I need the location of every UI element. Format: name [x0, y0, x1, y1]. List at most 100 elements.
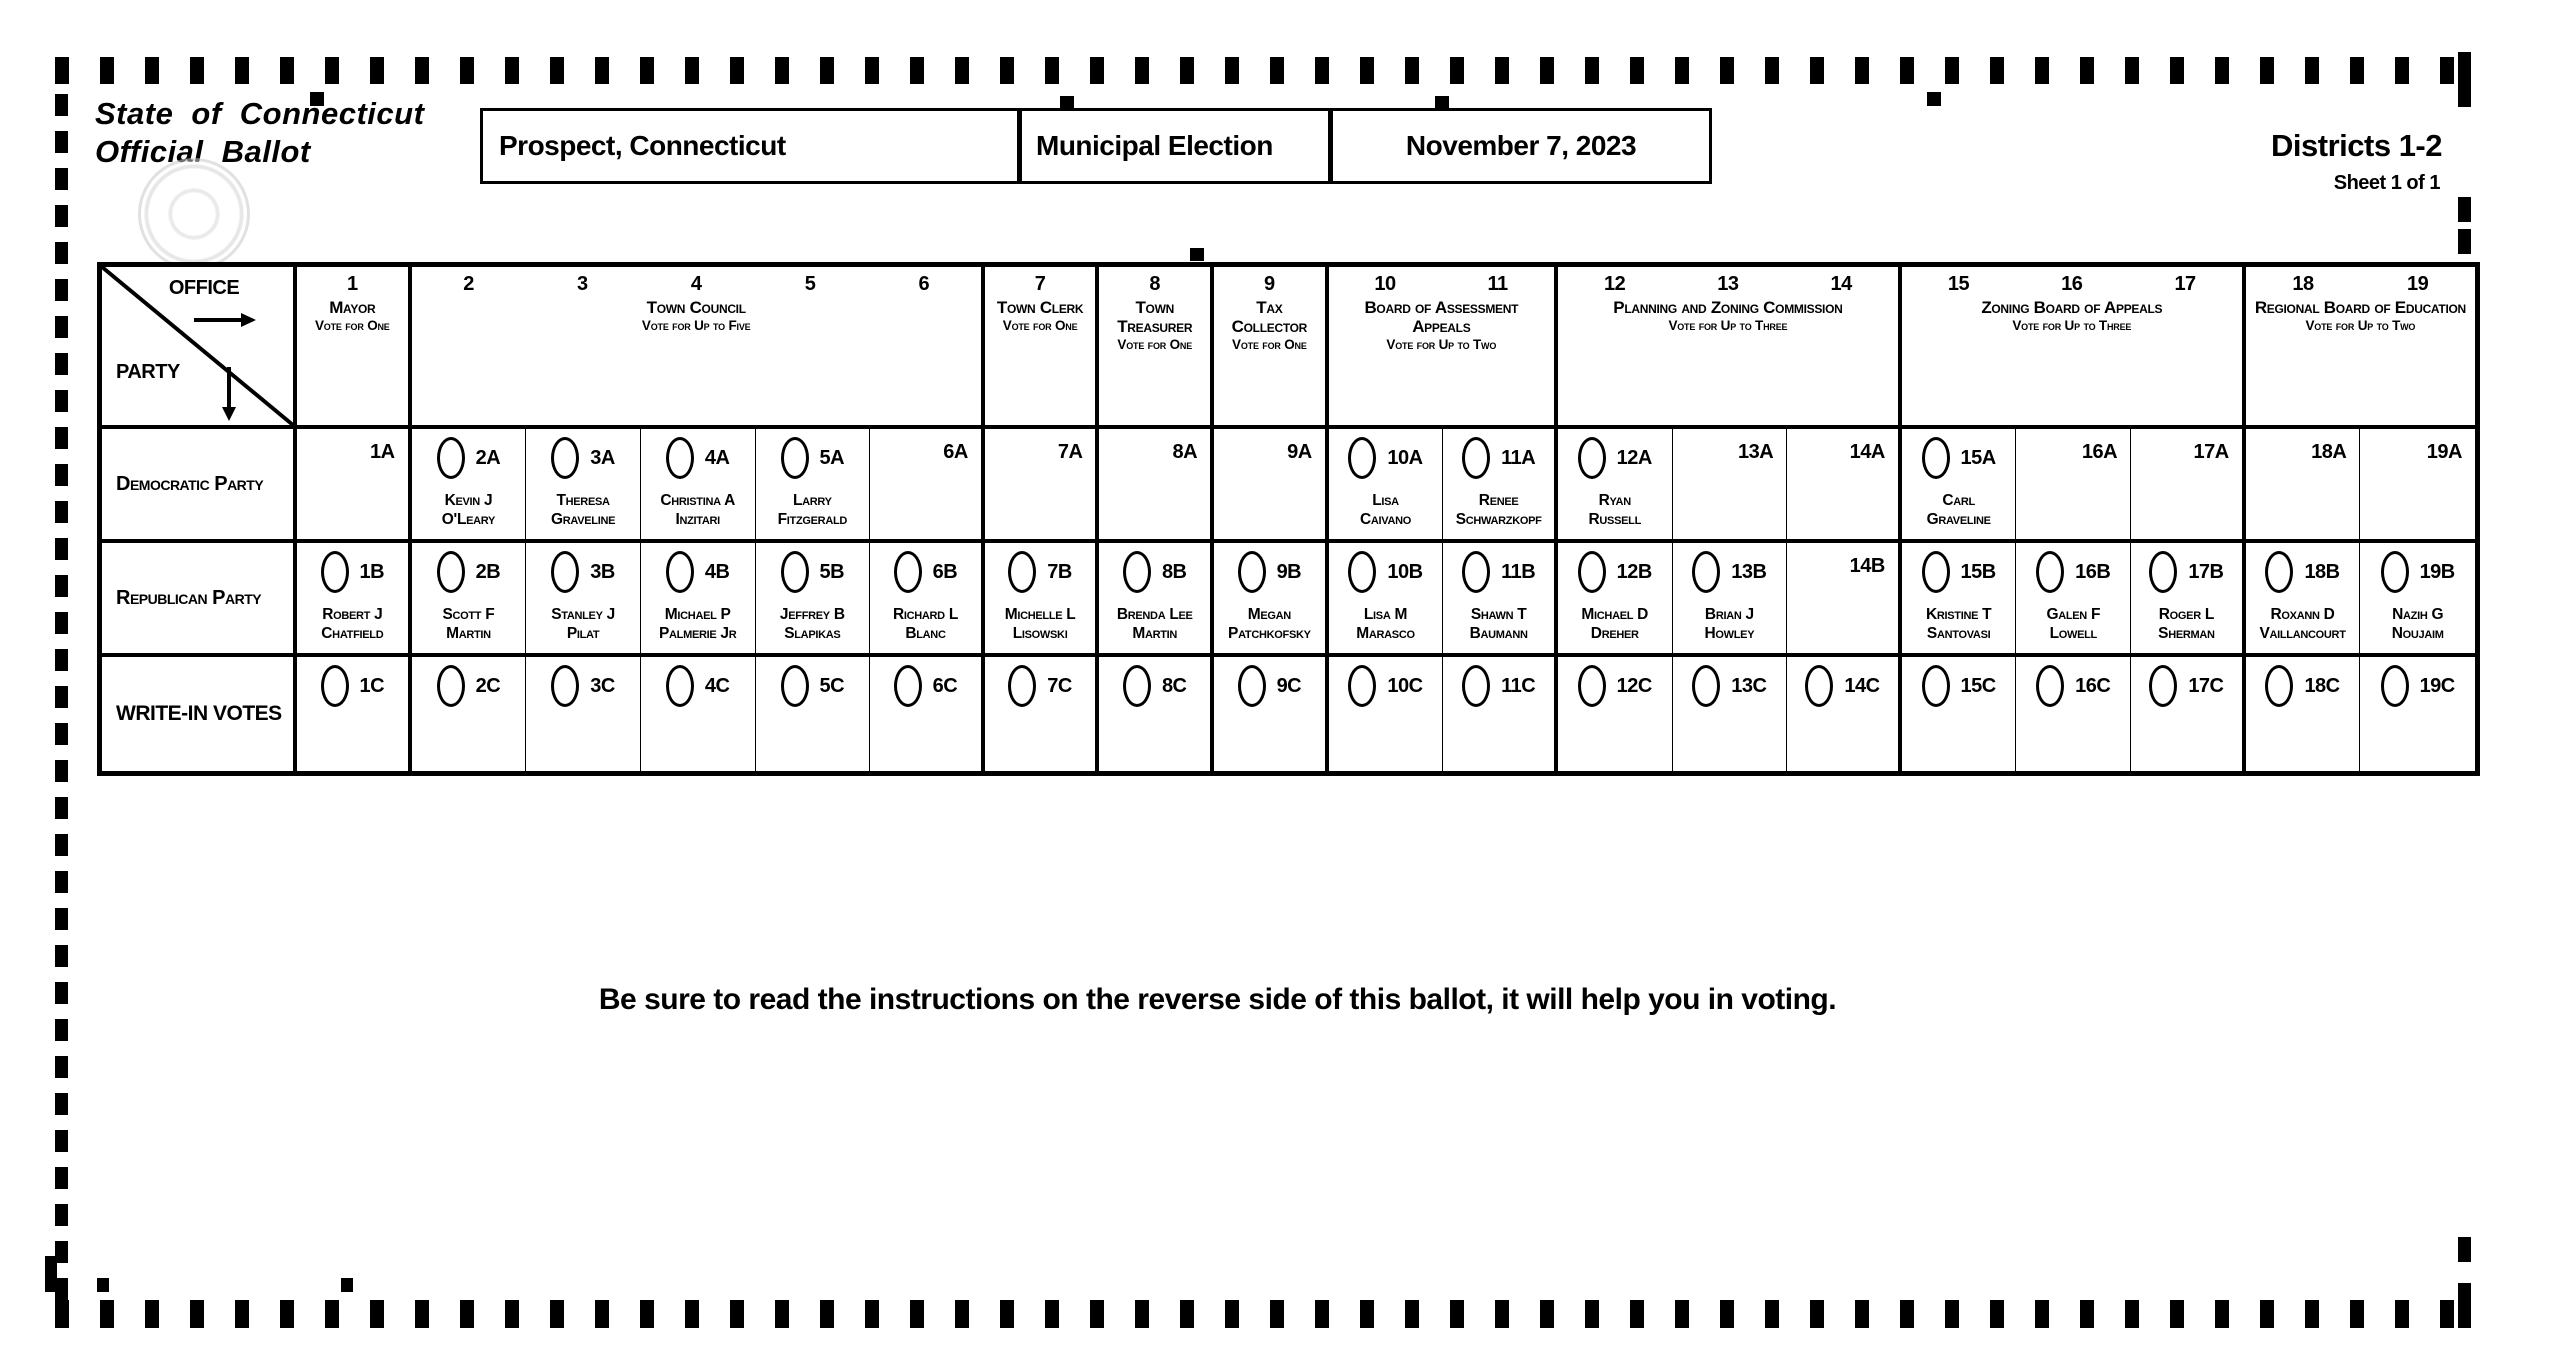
- row-label-text: Republican Party: [116, 586, 262, 609]
- cell-16A: 16A: [2016, 429, 2132, 543]
- office-number: 8: [1149, 273, 1161, 295]
- office-number: 9: [1264, 273, 1275, 295]
- bubble-row: 16C: [2016, 665, 2130, 707]
- candidate-name: Michelle L Lisowski: [985, 606, 1096, 643]
- bubble-12B[interactable]: [1577, 551, 1606, 593]
- cell-12B: 12B Michael D Dreher: [1557, 543, 1673, 657]
- bubble-14C[interactable]: [1805, 665, 1834, 707]
- bubble-4B[interactable]: [665, 551, 694, 593]
- candidate-name: Lisa M Marasco: [1329, 606, 1443, 643]
- cell-code: 9A: [1287, 441, 1312, 463]
- bubble-3C[interactable]: [551, 665, 580, 707]
- bubble-row: 5B: [756, 551, 870, 593]
- bubble-9B[interactable]: [1237, 551, 1266, 593]
- cell-11C: 11C: [1443, 657, 1558, 771]
- bubble-5C[interactable]: [780, 665, 809, 707]
- cell-code: 8B: [1161, 560, 1187, 583]
- bubble-5A[interactable]: [780, 437, 809, 479]
- office-number: 18: [2292, 273, 2314, 295]
- candidate-name: Kristine T Santovasi: [1902, 606, 2016, 643]
- candidate-name: Jeffrey B Slapikas: [756, 606, 870, 643]
- bubble-11B[interactable]: [1462, 551, 1491, 593]
- cell-code: 3B: [590, 560, 615, 583]
- bubble-11C[interactable]: [1462, 665, 1491, 707]
- bubble-5B[interactable]: [780, 551, 809, 593]
- candidate-name-line: Howley: [1704, 624, 1755, 642]
- bubble-16B[interactable]: [2036, 551, 2065, 593]
- bubble-row: 10B: [1329, 551, 1443, 593]
- bubble-row: 9B: [1214, 551, 1325, 593]
- bubble-12A[interactable]: [1577, 437, 1606, 479]
- bubble-13C[interactable]: [1692, 665, 1721, 707]
- bubble-16C[interactable]: [2036, 665, 2065, 707]
- candidate-name-line: Marasco: [1356, 624, 1415, 642]
- office-vote-instruction: Vote for One: [1117, 337, 1193, 353]
- bubble-19B[interactable]: [2380, 551, 2409, 593]
- candidate-name-line: Carl: [1942, 492, 1975, 510]
- office-header-town-council: 2 3 4 5 6 Town Council Vote for Up to Five: [411, 267, 985, 429]
- candidate-name-line: Michelle L: [1004, 606, 1076, 624]
- bubble-15C[interactable]: [1921, 665, 1950, 707]
- timing-mark: [1435, 96, 1449, 110]
- candidate-name: Brenda Lee Martin: [1099, 606, 1210, 643]
- bubble-8B[interactable]: [1122, 551, 1151, 593]
- bubble-18C[interactable]: [2265, 665, 2294, 707]
- bubble-11A[interactable]: [1462, 437, 1491, 479]
- districts-label: Districts 1-2: [2271, 128, 2442, 163]
- candidate-name-line: Santovasi: [1926, 624, 1991, 642]
- candidate-name: Megan Patchkofsky: [1214, 606, 1325, 643]
- bubble-2A[interactable]: [436, 437, 465, 479]
- ballot-title-line1: State of Connecticut: [95, 96, 425, 131]
- bubble-15B[interactable]: [1921, 551, 1950, 593]
- candidate-name-line: Martin: [446, 624, 491, 642]
- party-arrow-down-icon: [222, 367, 236, 426]
- cell-code: 15B: [1960, 560, 1997, 583]
- bubble-19C[interactable]: [2380, 665, 2409, 707]
- bubble-3A[interactable]: [551, 437, 580, 479]
- cell-code: 17A: [2193, 441, 2230, 463]
- bubble-8C[interactable]: [1122, 665, 1151, 707]
- bubble-10C[interactable]: [1348, 665, 1377, 707]
- bubble-1B[interactable]: [320, 551, 349, 593]
- timing-mark: [1927, 92, 1941, 106]
- timing-mark: [2458, 229, 2471, 254]
- bubble-7C[interactable]: [1008, 665, 1037, 707]
- cell-code: 7A: [1057, 441, 1083, 463]
- cell-code: 18B: [2304, 560, 2340, 583]
- cell-1A: 1A: [297, 429, 412, 543]
- bubble-15A[interactable]: [1921, 437, 1950, 479]
- cell-code: 7C: [1047, 674, 1072, 697]
- office-vote-instruction: Vote for One: [1002, 318, 1078, 334]
- bubble-6B[interactable]: [893, 551, 922, 593]
- bubble-18B[interactable]: [2265, 551, 2294, 593]
- bubble-1C[interactable]: [320, 665, 349, 707]
- office-vote-instruction: Vote for One: [1232, 337, 1307, 353]
- bubble-12C[interactable]: [1577, 665, 1606, 707]
- bubble-row: 6B: [870, 551, 981, 593]
- office-numbers: 1: [297, 273, 408, 296]
- ballot-title: State of Connecticut Official Ballot: [95, 95, 424, 171]
- bubble-17C[interactable]: [2149, 665, 2178, 707]
- bubble-9C[interactable]: [1237, 665, 1266, 707]
- cell-code: 12A: [1616, 446, 1653, 469]
- cell-code: 10A: [1387, 446, 1423, 469]
- cell-9C: 9C: [1214, 657, 1329, 771]
- bubble-4C[interactable]: [665, 665, 694, 707]
- office-vote-instruction: Vote for Up to Five: [641, 318, 751, 334]
- bubble-10A[interactable]: [1348, 437, 1377, 479]
- candidate-name-line: Martin: [1132, 624, 1178, 642]
- bubble-10B[interactable]: [1348, 551, 1377, 593]
- bubble-7B[interactable]: [1008, 551, 1037, 593]
- candidate-name-line: Robert J: [322, 606, 383, 624]
- cell-code: 8A: [1172, 441, 1198, 463]
- bubble-6C[interactable]: [893, 665, 922, 707]
- bubble-2C[interactable]: [436, 665, 465, 707]
- bubble-17B[interactable]: [2149, 551, 2178, 593]
- cell-7A: 7A: [984, 429, 1100, 543]
- bubble-4A[interactable]: [665, 437, 694, 479]
- bubble-3B[interactable]: [551, 551, 580, 593]
- bubble-13B[interactable]: [1692, 551, 1721, 593]
- cell-code: 12B: [1616, 560, 1653, 583]
- candidate-name-line: Scott F: [442, 606, 495, 624]
- bubble-2B[interactable]: [436, 551, 465, 593]
